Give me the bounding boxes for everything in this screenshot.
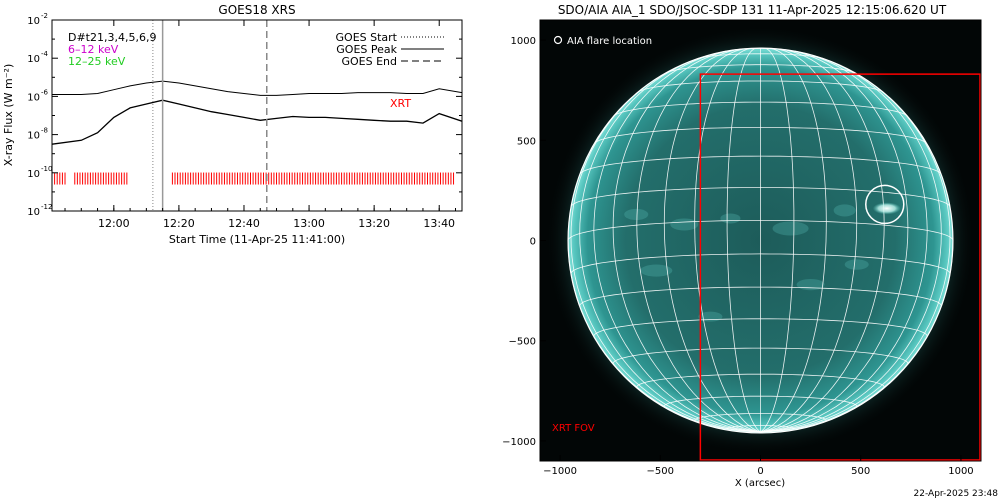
goes-markers-group <box>152 20 268 211</box>
xrt-fov-box <box>699 73 981 461</box>
xrt-annotation: XRT <box>390 97 411 110</box>
aia-x-tick-label-2: 0 <box>757 466 763 477</box>
aia-y-ticks: 1000 500 0 −500 −1000 <box>502 36 546 448</box>
aia-x-axis-label: X (arcsec) <box>735 478 785 489</box>
goes-x-tick-label-4: 13:20 <box>358 217 390 230</box>
grid-longitude <box>760 56 942 433</box>
aia-y-tick-label-3: −500 <box>509 337 536 348</box>
aia-x-tick-label-3: 500 <box>851 466 870 477</box>
goes-x-tick-label-0: 12:00 <box>98 217 130 230</box>
goes-y-tick-exp-2: -6 <box>41 88 49 96</box>
grid-longitude <box>760 50 928 433</box>
legend-aia-flare-location: AIA flare location <box>567 36 652 47</box>
grid-longitude <box>726 48 761 433</box>
goes-y-tick-exp-3: -8 <box>41 127 48 135</box>
grid-longitude <box>570 77 761 433</box>
solar-limb <box>567 47 954 434</box>
legend-detectors: D#t21,3,4,5,6,9 <box>68 31 156 44</box>
grid-longitude <box>760 50 909 433</box>
grid-longitude <box>663 48 761 433</box>
grid-longitude <box>760 48 795 433</box>
goes-plot-title: GOES18 XRS <box>218 3 295 17</box>
grid-longitude <box>760 77 951 433</box>
flare-brightening <box>872 202 901 215</box>
legend-goes-end: GOES End <box>341 55 397 68</box>
goes-x-ticks: 12:00 12:20 12:40 13:00 13:20 13:40 <box>64 20 456 230</box>
aia-y-tick-label-0: 1000 <box>511 36 536 47</box>
legend-flare-circle-icon <box>553 35 563 45</box>
active-region-8 <box>844 259 869 270</box>
legend-12-25-kev: 12–25 keV <box>68 55 126 68</box>
aia-y-tick-label-2: 0 <box>530 237 536 248</box>
aia-x-tick-label-1: −500 <box>647 466 674 477</box>
goes-x-axis-label: Start Time (11-Apr-25 11:41:00) <box>169 233 345 246</box>
active-region-3 <box>772 221 809 236</box>
grid-longitude <box>760 48 885 433</box>
grid-longitude <box>694 48 761 433</box>
goes-y-axis-label: X-ray Flux (W m⁻²) <box>2 64 15 166</box>
goes-series-line-1 <box>52 99 462 145</box>
aia-image-area <box>540 20 981 461</box>
aia-x-tick-label-0: −1000 <box>543 466 577 477</box>
aia-flare-location-marker <box>865 184 905 225</box>
goes-series-line-0 <box>52 80 462 96</box>
active-region-2 <box>720 213 741 224</box>
goes-y-tick-label-1: 10 <box>27 54 40 65</box>
aia-image-plot: SDO/AIA AIA_1 SDO/JSOC-SDP 131 11-Apr-20… <box>502 3 982 489</box>
aia-plot-title: SDO/AIA AIA_1 SDO/JSOC-SDP 131 11-Apr-20… <box>558 3 947 17</box>
footer-timestamp: 22-Apr-2025 23:48 <box>914 489 999 499</box>
legend-goes-start: GOES Start <box>336 31 398 44</box>
goes-x-tick-label-5: 13:40 <box>423 217 455 230</box>
active-region-0 <box>624 208 649 221</box>
active-region-1 <box>670 218 699 231</box>
goes-y-tick-exp-0: -2 <box>41 12 48 20</box>
heliographic-grid <box>567 47 954 434</box>
goes-y-tick-label-0: 10 <box>27 16 40 27</box>
goes-y-tick-exp-1: -4 <box>41 50 49 58</box>
grid-longitude <box>612 50 761 433</box>
aia-y-tick-label-1: 500 <box>517 136 536 147</box>
active-region-5 <box>640 264 673 277</box>
aia-x-tick-label-4: 1000 <box>948 466 973 477</box>
goes-x-tick-label-2: 12:40 <box>228 217 260 230</box>
goes-y-tick-label-4: 10 <box>27 169 40 180</box>
xrt-fov-label: XRT FOV <box>552 423 595 434</box>
goes-y-tick-label-3: 10 <box>27 131 40 142</box>
goes-y-tick-label-2: 10 <box>27 92 40 103</box>
legend-6-12-kev: 6–12 keV <box>68 43 119 56</box>
grid-longitude <box>760 48 858 433</box>
grid-longitude <box>636 48 761 433</box>
goes-series-group <box>52 80 462 145</box>
goes-y-tick-exp-5: -12 <box>41 203 52 211</box>
aia-x-ticks: −1000 −500 0 500 1000 <box>543 455 974 477</box>
grid-longitude <box>760 48 827 433</box>
goes-y-tick-exp-4: -10 <box>41 165 52 173</box>
active-region-4 <box>833 204 856 217</box>
goes-y-tick-label-5: 10 <box>27 207 40 218</box>
aia-y-tick-label-4: −1000 <box>502 437 536 448</box>
grid-longitude <box>593 50 761 433</box>
grid-longitude <box>579 56 761 433</box>
goes-x-tick-label-1: 12:20 <box>163 217 195 230</box>
goes-x-tick-label-3: 13:00 <box>293 217 325 230</box>
xrt-bars-group <box>51 172 455 185</box>
legend-goes-peak: GOES Peak <box>336 43 397 56</box>
